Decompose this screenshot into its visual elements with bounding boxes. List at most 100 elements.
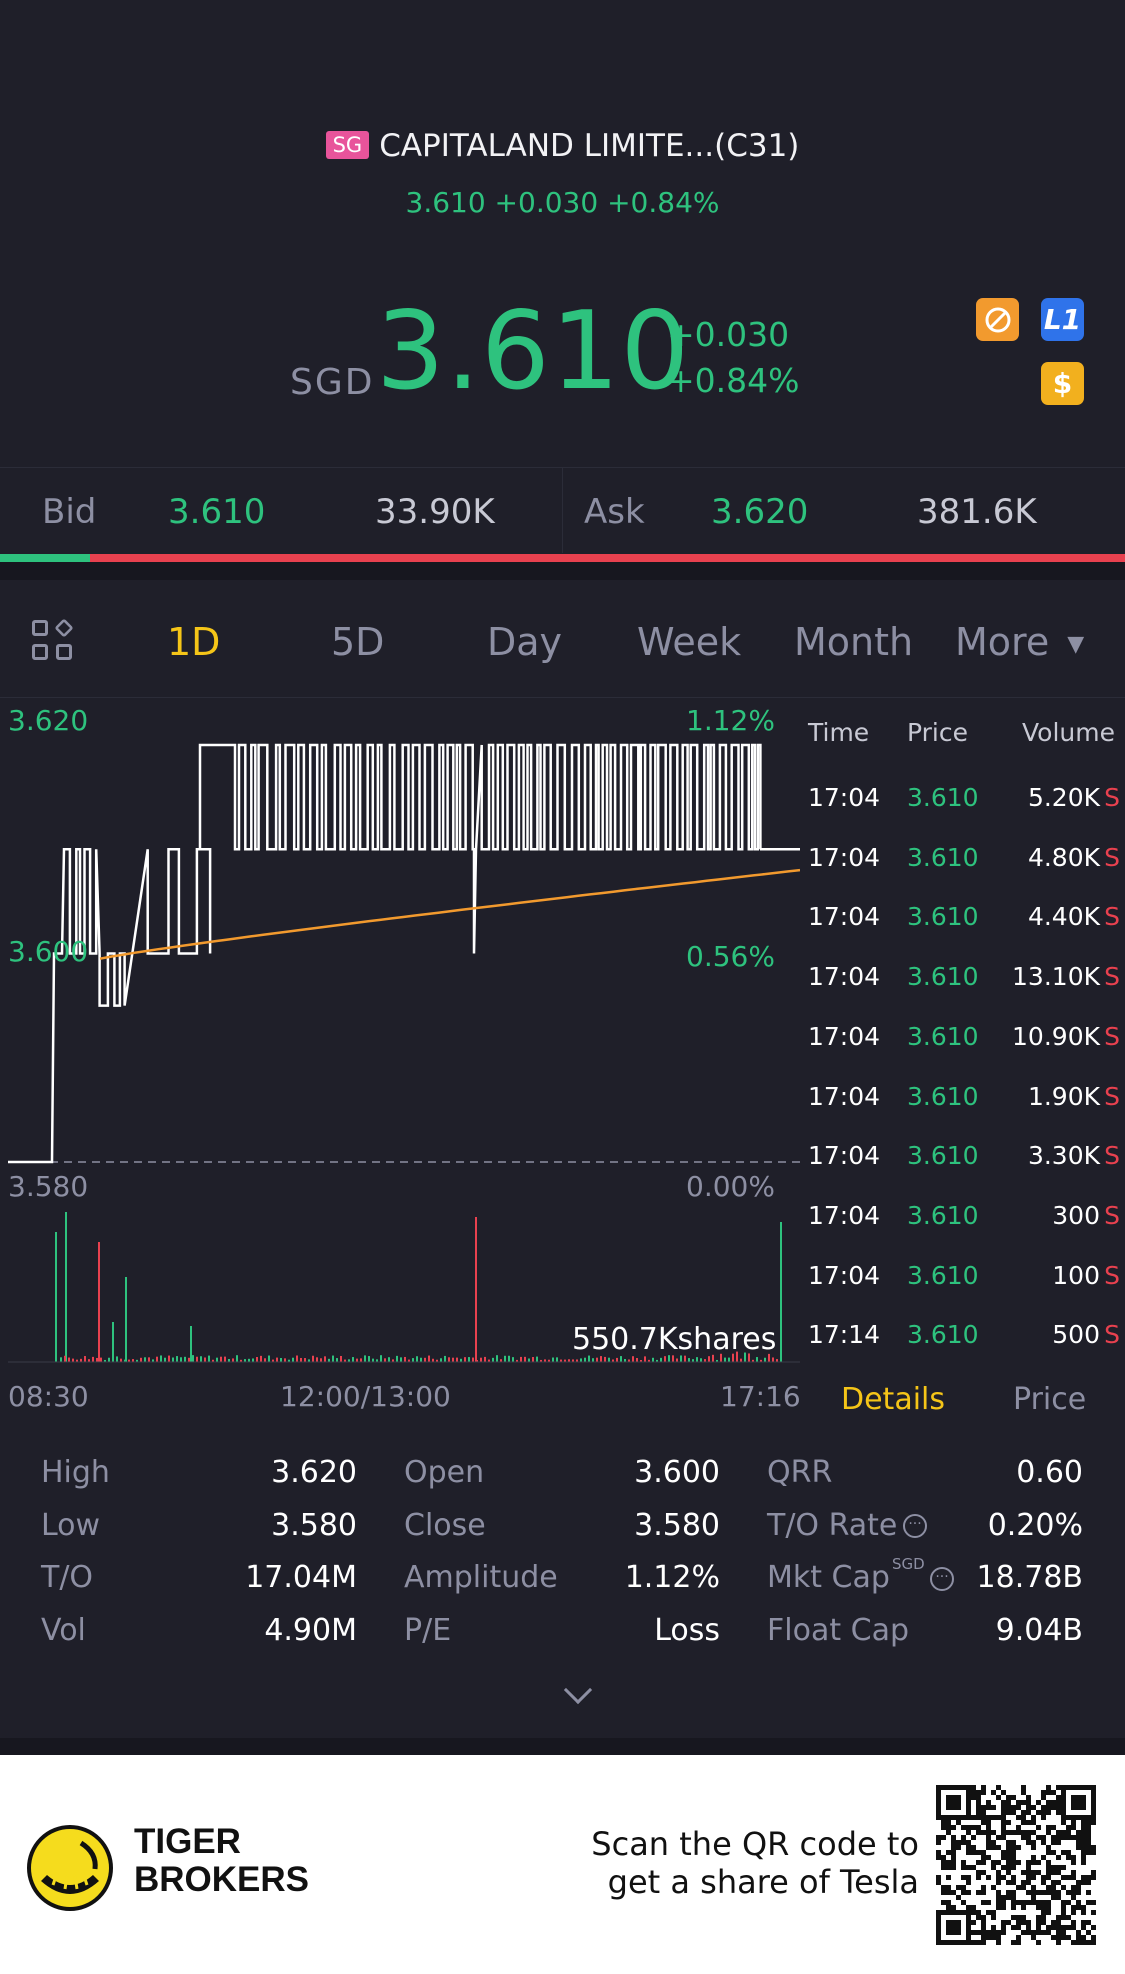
volume-bar [68,1357,70,1362]
tick-side: S [1104,902,1120,932]
volume-bar [620,1356,622,1362]
volume-bar [708,1356,710,1362]
no-short-icon[interactable] [976,298,1019,341]
tick-volume: 10.90K [1012,1021,1100,1051]
tick-volume: 5.20K [1027,783,1100,812]
stat-value: 9.04B [995,1612,1083,1648]
volume-bar [320,1358,322,1362]
volume-bar [248,1358,250,1362]
tab-price[interactable]: Price [1013,1382,1087,1417]
volume-bar [80,1358,82,1362]
volume-bar [700,1358,702,1362]
volume-bar [112,1322,114,1362]
x-label-midday: 12:00/13:00 [280,1380,451,1413]
volume-bar [352,1357,354,1362]
tick-price: 3.610 [907,1021,979,1051]
promo-text: Scan the QR code to get a share of Tesla [591,1825,919,1901]
market-tag: SG [325,131,370,159]
chart-canvas [8,743,801,1363]
volume-bar [572,1359,574,1362]
volume-bar [216,1357,218,1362]
chart-layout-icon[interactable] [32,618,74,662]
volume-bar [480,1357,482,1362]
bid-ask-divider [562,468,563,553]
volume-bar [504,1355,506,1362]
volume-bar [476,1359,478,1362]
volume-bar [308,1359,310,1362]
volume-bar [628,1359,630,1362]
volume-bar [420,1357,422,1362]
stat-value: 0.20% [987,1507,1083,1543]
volume-bar [564,1359,566,1362]
tick-side: S [1104,1021,1120,1051]
tab-details[interactable]: Details [841,1382,946,1417]
volume-bar [368,1356,370,1362]
intraday-chart[interactable]: 3.620 3.600 3.580 1.12% 0.56% 0.00% 550.… [0,700,801,1413]
stat-value: 3.580 [271,1507,357,1543]
volume-bar [220,1356,222,1362]
volume-bar [716,1359,718,1362]
volume-bar [400,1357,402,1362]
stat-label: Low [41,1507,101,1543]
stat-value: 17.04M [245,1560,357,1595]
tick-time: 17:04 [808,1260,881,1290]
volume-bar [396,1355,398,1362]
volume-bar [608,1357,610,1362]
tick-volume: 1.90K [1027,1081,1100,1111]
volume-bar [148,1357,150,1362]
volume-bar [88,1359,90,1362]
tab-5d[interactable]: 5D [331,620,385,664]
tab-month[interactable]: Month [794,620,914,664]
volume-bar [672,1355,674,1362]
volume-bar [164,1357,166,1362]
info-icon[interactable]: ··· [903,1514,927,1538]
volume-bar [256,1357,258,1362]
tab-more[interactable]: More ▼ [955,620,1084,664]
tick-price: 3.610 [907,1200,979,1230]
tick-row: 17:04 3.610 4.40K S [800,902,1125,962]
volume-bar [528,1358,530,1362]
volume-bar [732,1353,734,1362]
volume-bar [144,1357,146,1362]
tab-day[interactable]: Day [487,620,563,664]
volume-bar [764,1357,766,1362]
average-price-line [99,868,801,960]
tick-price: 3.610 [907,1260,979,1290]
tick-price: 3.610 [907,1320,979,1350]
stat-value: 0.60 [1016,1455,1083,1490]
volume-bar [452,1357,454,1362]
volume-bar [624,1358,626,1362]
volume-bar [436,1359,438,1362]
volume-bar [324,1356,326,1362]
volume-bar [60,1357,62,1362]
stat-label: Float Cap [767,1612,910,1648]
tab-week[interactable]: Week [637,620,742,664]
dollar-icon[interactable]: $ [1041,362,1084,405]
volume-bar [460,1358,462,1362]
volume-bar [780,1222,782,1362]
volume-bar [180,1357,182,1362]
stat-value: 18.78B [976,1560,1083,1595]
tick-time: 17:04 [808,1141,881,1171]
volume-bar [596,1357,598,1362]
ticks-header-price: Price [907,718,968,747]
stat-value: 3.600 [634,1455,720,1490]
volume-bar [456,1357,458,1362]
tick-price: 3.610 [907,962,979,992]
volume-bar [76,1359,78,1362]
level1-icon[interactable]: L1 [1041,298,1084,341]
volume-bar [652,1357,654,1362]
volume-bar [55,1232,57,1362]
stat-value: 4.90M [264,1612,357,1648]
stat-label: High [41,1455,110,1490]
volume-bar [644,1356,646,1362]
tick-side: S [1104,1260,1120,1290]
expand-chevron-icon[interactable] [563,1675,593,1705]
bid-size: 33.90K [375,492,495,532]
tab-1d[interactable]: 1D [167,620,221,664]
tick-side: S [1104,962,1120,992]
volume-bar [580,1358,582,1362]
info-icon[interactable]: ··· [930,1567,954,1591]
stat-value: Loss [654,1612,720,1648]
volume-bar [208,1355,210,1362]
